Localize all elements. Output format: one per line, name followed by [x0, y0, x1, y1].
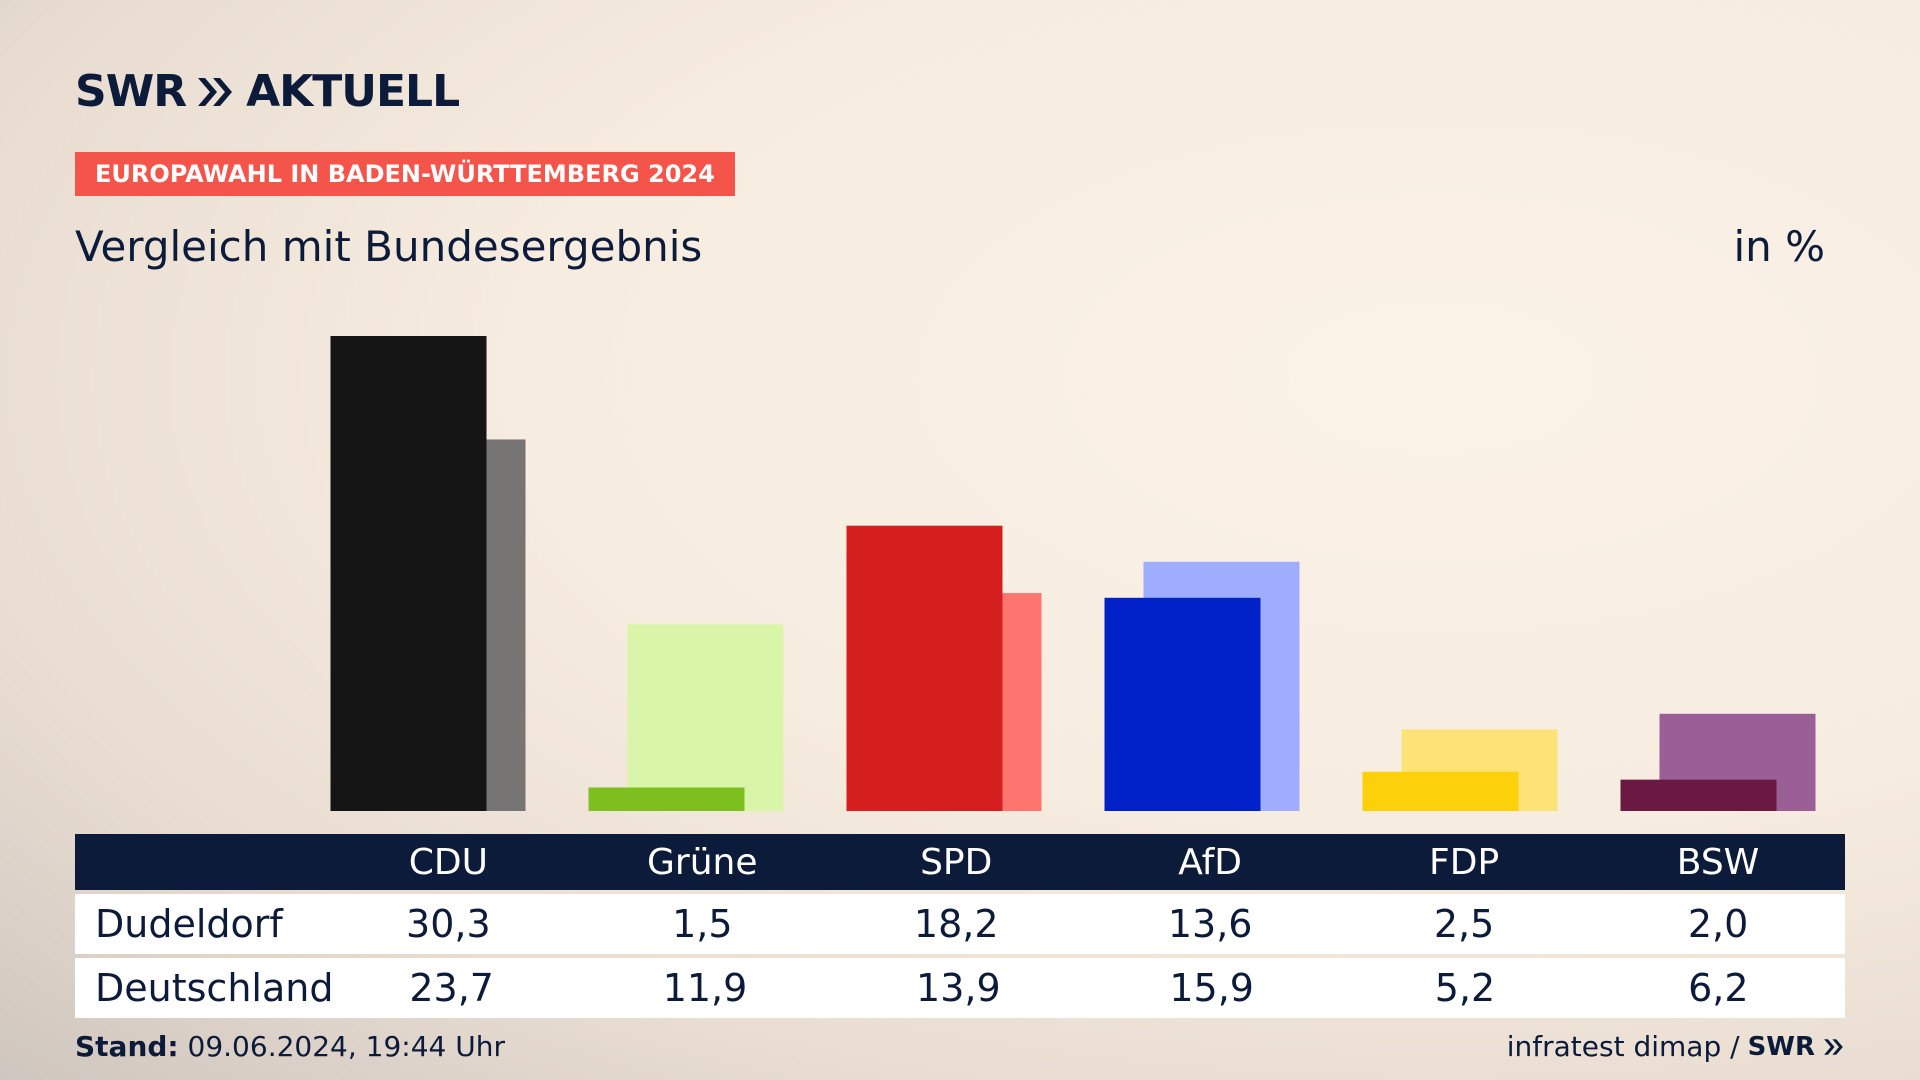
source-text: infratest dimap /: [1506, 1030, 1740, 1063]
value-cell: 13,6: [1167, 902, 1253, 946]
value-cell: 11,9: [662, 966, 748, 1010]
bar-deutschland-bsw: [1659, 713, 1816, 811]
chevron-right-double-icon: [198, 77, 233, 106]
bar-dudeldorf-gruene: [588, 787, 745, 811]
header-empty-cell: [75, 834, 321, 890]
table-row-deutschland: Deutschland 23,7 11,9 13,9 15,9 5,2 6,2: [75, 958, 1845, 1018]
value-cell: 6,2: [1688, 966, 1749, 1010]
row-label: Deutschland: [95, 966, 334, 1010]
bar-dudeldorf-spd: [846, 525, 1003, 811]
source-brand: SWR: [1747, 1031, 1815, 1062]
party-header-bsw: BSW: [1676, 841, 1760, 883]
bar-deutschland-afd: [1143, 561, 1300, 811]
bar-deutschland-spd: [885, 593, 1042, 811]
source-credit: infratest dimap / SWR: [1507, 1030, 1845, 1063]
table-row-dudeldorf: Dudeldorf 30,3 1,5 18,2 13,6 2,5 2,0: [75, 894, 1845, 954]
value-cell: 13,9: [916, 966, 1001, 1010]
row-label: Dudeldorf: [95, 902, 283, 946]
party-header-cdu: CDU: [408, 841, 488, 883]
stand-label: Stand:: [75, 1030, 179, 1063]
logo-swr-text: SWR: [75, 66, 187, 117]
stand-value: 09.06.2024, 19:44 Uhr: [187, 1030, 505, 1063]
timestamp: Stand: 09.06.2024, 19:44 Uhr: [75, 1030, 505, 1063]
bar-dudeldorf-cdu: [330, 336, 487, 811]
value-cell: 23,7: [409, 966, 494, 1010]
value-cell: 2,0: [1687, 902, 1749, 946]
bar-dudeldorf-afd: [1104, 597, 1261, 811]
value-cell: 15,9: [1169, 966, 1254, 1010]
bar-deutschland-gruene: [627, 624, 784, 811]
election-tag: EUROPAWAHL IN BADEN-WÜRTTEMBERG 2024: [75, 152, 735, 196]
chart-subtitle: Vergleich mit Bundesergebnis: [75, 222, 703, 271]
value-cell: 2,5: [1433, 902, 1495, 946]
chevron-right-double-icon: [1824, 1038, 1843, 1055]
bar-deutschland-cdu: [369, 439, 526, 811]
unit-label: in %: [1733, 222, 1825, 271]
bar-dudeldorf-fdp: [1362, 771, 1519, 811]
value-cell: 18,2: [913, 902, 999, 946]
party-header-afd: AfD: [1178, 841, 1243, 883]
party-header-gruene: Grüne: [647, 841, 758, 883]
table-header: CDU Grüne SPD AfD FDP BSW: [75, 834, 1845, 890]
value-cell: 5,2: [1434, 966, 1496, 1010]
party-header-fdp: FDP: [1429, 841, 1500, 883]
bar-deutschland-fdp: [1401, 729, 1558, 811]
swr-aktuell-logo: SWR AKTUELL: [75, 66, 460, 117]
value-cell: 30,3: [406, 902, 491, 946]
party-header-spd: SPD: [920, 841, 993, 883]
logo-aktuell-text: AKTUELL: [246, 66, 460, 117]
value-cell: 1,5: [672, 902, 733, 946]
bar-dudeldorf-bsw: [1620, 779, 1777, 811]
results-table: CDU Grüne SPD AfD FDP BSW Dudeldorf 30,3…: [75, 834, 1845, 1018]
